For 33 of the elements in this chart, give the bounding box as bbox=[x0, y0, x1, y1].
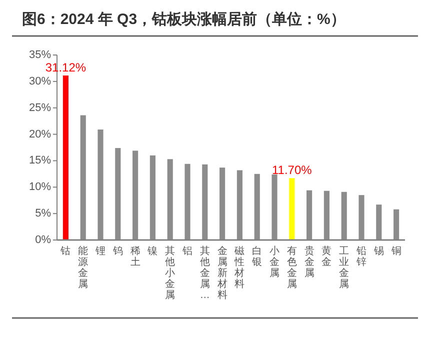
y-tick-label: 35% bbox=[28, 49, 52, 61]
x-tick-label: 有色金属 bbox=[286, 245, 297, 290]
y-tick-label: 25% bbox=[28, 102, 52, 114]
y-tick-label: 0% bbox=[35, 234, 52, 246]
x-tick-label: 黄金 bbox=[322, 245, 332, 268]
x-tick-label: 贵金属 bbox=[304, 245, 314, 279]
x-tick-label: 镍 bbox=[146, 245, 158, 257]
x-tick-label: 锂 bbox=[94, 246, 106, 257]
y-tick-label: 5% bbox=[35, 208, 52, 220]
bar bbox=[289, 178, 295, 240]
y-tick-label: 10% bbox=[28, 181, 52, 194]
x-tick-label: 磁性材料 bbox=[234, 245, 245, 290]
x-tick-label: 钨 bbox=[112, 246, 123, 257]
chart-title: 图6：2024 年 Q3，钴板块涨幅居前（单位：%） bbox=[22, 11, 346, 28]
x-tick-label: 铅锌 bbox=[356, 246, 366, 268]
data-label: 31.12% bbox=[45, 60, 86, 75]
y-tick-label: 30% bbox=[28, 75, 52, 88]
x-tick-label: 能源金属 bbox=[78, 245, 88, 290]
x-tick-label: 白银 bbox=[251, 245, 262, 268]
x-tick-label: 工业金属 bbox=[339, 246, 350, 290]
bar bbox=[62, 76, 68, 240]
data-label: 11.70% bbox=[272, 163, 312, 178]
x-tick-label: 其他小金属 bbox=[165, 245, 176, 301]
x-tick-label: 锡 bbox=[372, 246, 384, 257]
x-tick-label: 铜 bbox=[390, 246, 402, 257]
x-tick-label: 金属新材料 bbox=[216, 245, 228, 301]
x-tick-label: 铝 bbox=[182, 246, 192, 257]
y-tick-label: 15% bbox=[28, 154, 52, 167]
x-tick-label: 小金属 bbox=[270, 245, 280, 279]
x-tick-label: 钴 bbox=[60, 245, 71, 257]
x-tick-label: 稀土 bbox=[130, 245, 140, 268]
x-tick-label: 其他金属… bbox=[200, 245, 210, 301]
y-tick-label: 20% bbox=[28, 128, 52, 140]
